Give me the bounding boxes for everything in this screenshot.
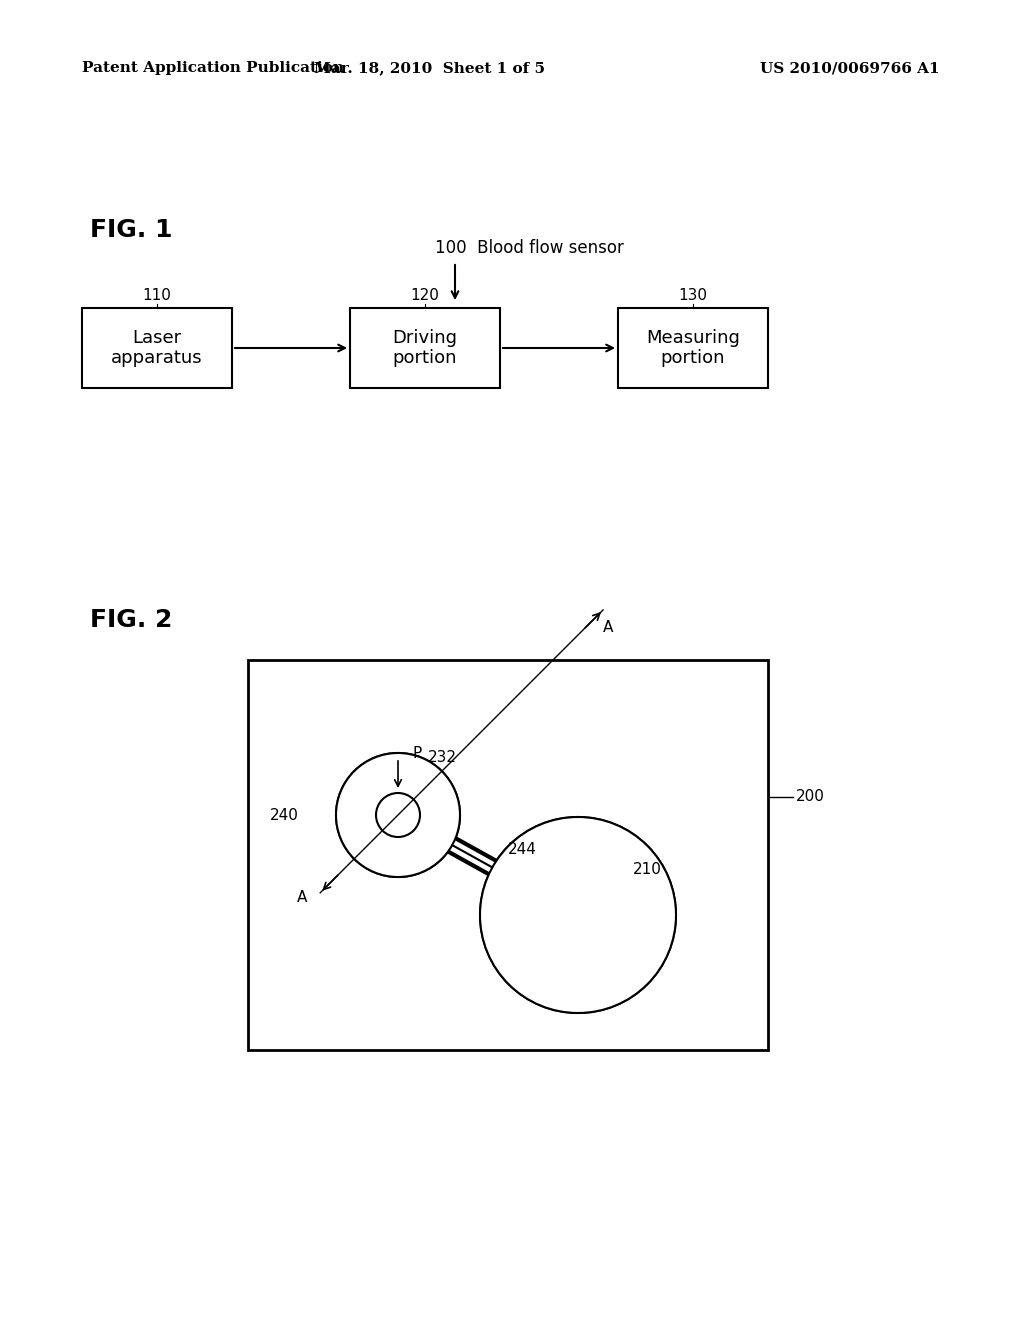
Text: Laser
apparatus: Laser apparatus [112,329,203,367]
Circle shape [480,817,676,1012]
Text: 244: 244 [508,842,537,858]
Text: 210: 210 [633,862,662,878]
Circle shape [376,793,420,837]
Text: Measuring
portion: Measuring portion [646,329,740,367]
Text: 200: 200 [796,789,825,804]
Text: FIG. 2: FIG. 2 [90,609,172,632]
Text: US 2010/0069766 A1: US 2010/0069766 A1 [761,61,940,75]
Text: Patent Application Publication: Patent Application Publication [82,61,344,75]
Circle shape [336,752,460,876]
Text: 100  Blood flow sensor: 100 Blood flow sensor [435,239,624,257]
Circle shape [480,817,676,1012]
Bar [248,660,768,1049]
Circle shape [376,793,420,837]
Text: Mar. 18, 2010  Sheet 1 of 5: Mar. 18, 2010 Sheet 1 of 5 [314,61,546,75]
Text: Driving
portion: Driving portion [392,329,458,367]
Text: A: A [603,620,613,635]
Text: FIG. 1: FIG. 1 [90,218,172,242]
Text: P: P [412,746,421,760]
Bar [618,308,768,388]
Circle shape [336,752,460,876]
Text: 110: 110 [142,289,171,304]
Text: 240: 240 [270,808,299,822]
Text: A: A [297,890,307,906]
Text: 130: 130 [679,289,708,304]
Text: 120: 120 [411,289,439,304]
Bar [82,308,232,388]
Bar [350,308,500,388]
Text: 232: 232 [428,751,457,766]
